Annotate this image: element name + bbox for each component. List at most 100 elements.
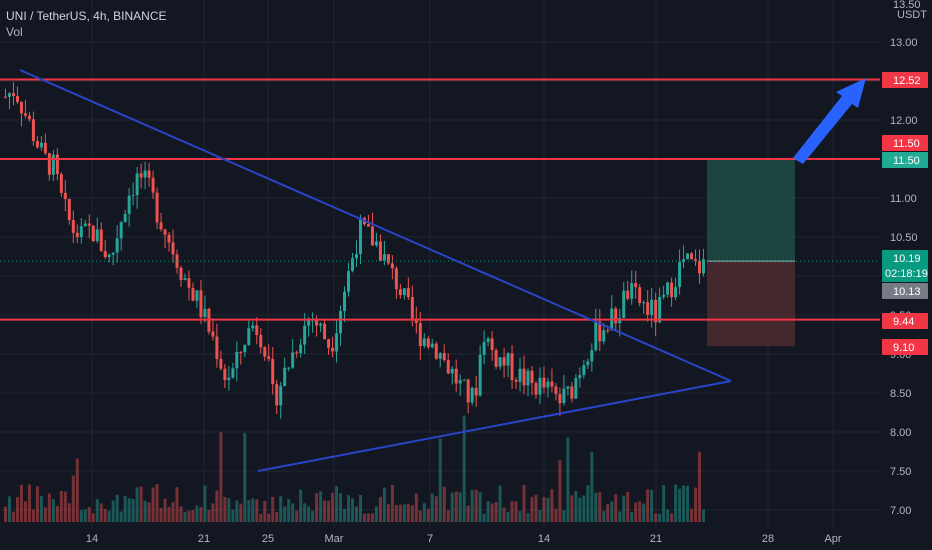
candle-body[interactable] — [394, 268, 398, 290]
candle-body[interactable] — [235, 352, 239, 369]
candle-body[interactable] — [27, 115, 31, 120]
candle-body[interactable] — [147, 170, 151, 178]
candle-body[interactable] — [694, 259, 698, 261]
candle-body[interactable] — [582, 365, 586, 376]
candle-body[interactable] — [674, 287, 678, 298]
candle-body[interactable] — [402, 288, 406, 296]
candle-body[interactable] — [466, 379, 470, 403]
candle-body[interactable] — [406, 288, 410, 298]
candle-body[interactable] — [215, 336, 219, 359]
candle-body[interactable] — [75, 232, 79, 237]
candle-body[interactable] — [410, 297, 414, 319]
candle-body[interactable] — [554, 386, 558, 395]
candle-body[interactable] — [506, 353, 510, 366]
candle-body[interactable] — [71, 220, 75, 233]
candle-body[interactable] — [95, 229, 99, 242]
candle-body[interactable] — [83, 223, 87, 227]
candle-body[interactable] — [438, 353, 442, 359]
candle-body[interactable] — [175, 254, 179, 268]
candle-body[interactable] — [534, 383, 538, 395]
candle-body[interactable] — [123, 213, 127, 223]
candle-body[interactable] — [239, 352, 243, 354]
ascending-trendline[interactable] — [257, 380, 732, 472]
candle-body[interactable] — [267, 356, 271, 359]
candle-body[interactable] — [634, 283, 638, 288]
candle-body[interactable] — [546, 381, 550, 388]
candle-body[interactable] — [143, 170, 147, 178]
candle-body[interactable] — [550, 381, 554, 387]
candle-body[interactable] — [347, 271, 351, 292]
candle-body[interactable] — [199, 290, 203, 318]
candle-body[interactable] — [219, 358, 223, 369]
candle-body[interactable] — [295, 352, 299, 354]
candle-body[interactable] — [79, 226, 83, 237]
candle-body[interactable] — [139, 173, 143, 178]
candle-body[interactable] — [179, 267, 183, 281]
candle-body[interactable] — [518, 368, 522, 382]
candle-body[interactable] — [159, 222, 163, 230]
candle-body[interactable] — [702, 259, 705, 274]
candle-body[interactable] — [323, 323, 327, 340]
candle-body[interactable] — [626, 290, 630, 299]
candle-body[interactable] — [231, 368, 235, 378]
candle-body[interactable] — [630, 283, 634, 299]
candle-body[interactable] — [307, 320, 311, 326]
candle-body[interactable] — [638, 287, 642, 304]
candle-body[interactable] — [315, 318, 319, 326]
candle-body[interactable] — [319, 323, 323, 326]
candle-body[interactable] — [335, 333, 339, 352]
candle-body[interactable] — [426, 338, 430, 348]
candle-body[interactable] — [107, 254, 111, 258]
candle-body[interactable] — [243, 344, 247, 353]
candle-body[interactable] — [279, 386, 283, 406]
candle-body[interactable] — [566, 386, 570, 389]
candle-body[interactable] — [43, 142, 47, 154]
candle-body[interactable] — [606, 330, 610, 332]
candle-body[interactable] — [510, 353, 514, 380]
candle-body[interactable] — [55, 154, 59, 175]
candle-body[interactable] — [111, 252, 115, 255]
candle-body[interactable] — [283, 367, 287, 387]
candle-body[interactable] — [211, 331, 215, 337]
candle-body[interactable] — [462, 379, 466, 381]
candle-body[interactable] — [538, 377, 542, 395]
candle-body[interactable] — [490, 338, 494, 350]
candle-body[interactable] — [494, 349, 498, 367]
candle-body[interactable] — [522, 368, 526, 386]
candle-body[interactable] — [251, 325, 255, 329]
candle-body[interactable] — [470, 387, 474, 403]
candle-body[interactable] — [119, 222, 123, 239]
time-axis-panel[interactable] — [0, 528, 880, 550]
candle-body[interactable] — [255, 325, 259, 335]
candle-body[interactable] — [374, 241, 378, 246]
candle-body[interactable] — [191, 287, 195, 301]
candle-body[interactable] — [4, 96, 7, 98]
candle-body[interactable] — [259, 334, 263, 348]
candle-body[interactable] — [382, 254, 386, 261]
candle-body[interactable] — [678, 262, 682, 288]
candle-body[interactable] — [622, 290, 626, 318]
candle-body[interactable] — [570, 386, 574, 399]
position-stop-zone[interactable] — [707, 261, 795, 347]
candle-body[interactable] — [698, 260, 702, 274]
candle-body[interactable] — [662, 294, 666, 297]
candle-body[interactable] — [414, 318, 418, 323]
candle-body[interactable] — [23, 113, 27, 116]
candle-body[interactable] — [682, 259, 686, 263]
candle-body[interactable] — [195, 290, 199, 301]
candle-body[interactable] — [642, 302, 646, 304]
candle-body[interactable] — [670, 282, 674, 298]
candle-body[interactable] — [35, 141, 39, 148]
candle-body[interactable] — [355, 254, 358, 259]
candle-body[interactable] — [63, 192, 67, 200]
candle-body[interactable] — [614, 308, 618, 324]
candle-body[interactable] — [386, 254, 390, 264]
candle-body[interactable] — [514, 379, 518, 382]
candle-body[interactable] — [203, 308, 207, 318]
candle-body[interactable] — [151, 177, 155, 193]
candle-body[interactable] — [562, 388, 566, 404]
candle-body[interactable] — [303, 325, 307, 345]
candle-body[interactable] — [458, 380, 462, 384]
candle-body[interactable] — [686, 253, 690, 260]
